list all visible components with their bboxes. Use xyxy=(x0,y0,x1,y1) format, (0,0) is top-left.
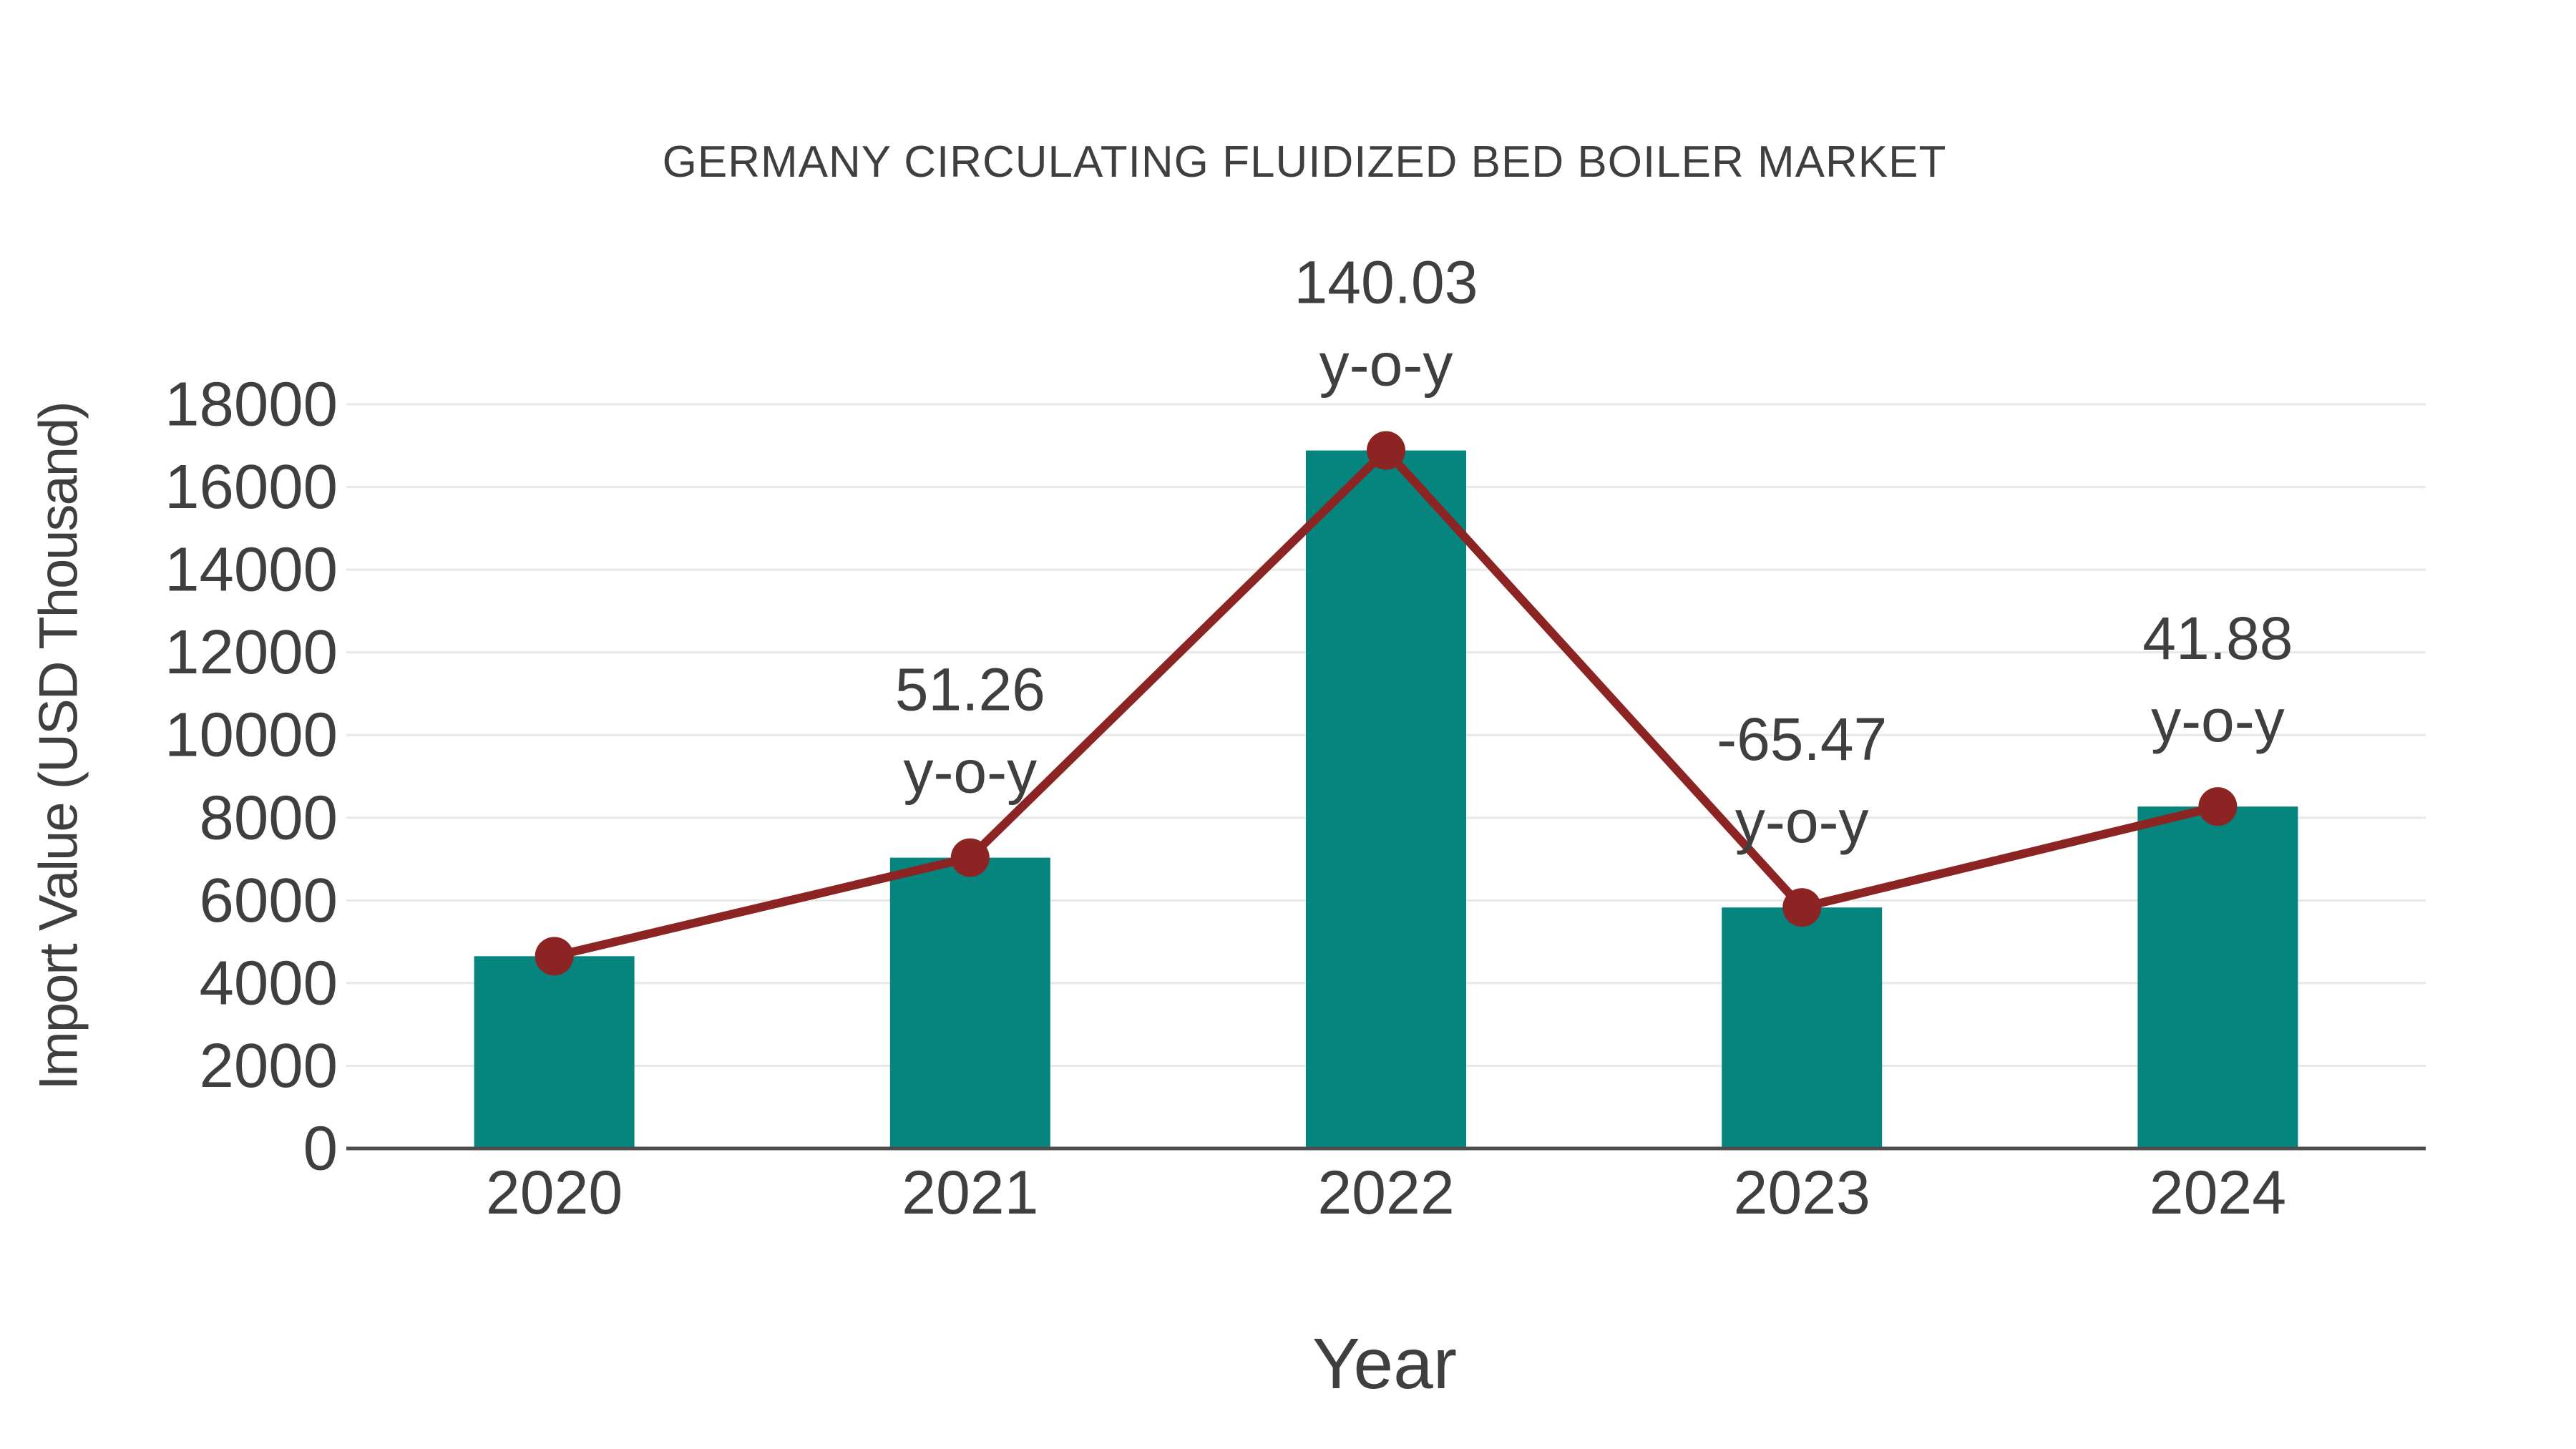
annotation-suffix-2023: y-o-y xyxy=(1735,788,1869,855)
y-tick-label-8000: 8000 xyxy=(199,783,338,852)
x-axis-title: Year xyxy=(1312,1324,1457,1404)
marker-2024 xyxy=(2198,787,2238,826)
annotation-suffix-2022: y-o-y xyxy=(1319,331,1453,399)
x-tick-label-2022: 2022 xyxy=(1317,1158,1454,1227)
bar-2022 xyxy=(1306,450,1466,1148)
marker-2023 xyxy=(1782,888,1822,927)
bar-2024 xyxy=(2137,806,2298,1148)
marker-2022 xyxy=(1367,431,1405,470)
y-tick-label-2000: 2000 xyxy=(199,1031,338,1101)
marker-2020 xyxy=(535,937,574,976)
x-tick-label-2023: 2023 xyxy=(1734,1158,1870,1227)
annotation-value-2022: 140.03 xyxy=(1294,249,1478,316)
y-tick-label-0: 0 xyxy=(303,1114,338,1184)
annotation-layer: 51.26 y-o-y 140.03 y-o-y -65.47 y-o-y 41.88 y-o… xyxy=(895,249,2293,856)
y-tick-label-12000: 12000 xyxy=(165,618,338,687)
annotation-suffix-2024: y-o-y xyxy=(2151,687,2285,754)
bar-2023 xyxy=(1722,907,1883,1148)
marker-2021 xyxy=(950,838,990,877)
tick-layer: 0 2000 4000 6000 8000 10000 12000 14000 16000 180… xyxy=(165,370,2286,1228)
y-tick-label-16000: 16000 xyxy=(165,452,338,522)
y-tick-label-14000: 14000 xyxy=(165,535,338,605)
y-tick-label-18000: 18000 xyxy=(165,370,338,439)
x-tick-label-2024: 2024 xyxy=(2150,1158,2286,1227)
y-tick-label-6000: 6000 xyxy=(199,866,338,935)
annotation-suffix-2021: y-o-y xyxy=(903,738,1037,806)
y-tick-label-4000: 4000 xyxy=(199,948,338,1018)
y-tick-label-10000: 10000 xyxy=(165,701,338,770)
chart-title: GERMANY CIRCULATING FLUIDIZED BED BOILER… xyxy=(663,137,1947,187)
x-tick-label-2021: 2021 xyxy=(902,1158,1038,1227)
x-tick-label-2020: 2020 xyxy=(486,1158,623,1227)
bar-2021 xyxy=(889,857,1050,1148)
annotation-value-2021: 51.26 xyxy=(895,656,1045,723)
line-layer xyxy=(535,431,2238,976)
y-axis-title: Import Value (USD Thousand) xyxy=(29,402,89,1090)
bar-layer xyxy=(474,450,2298,1148)
bar-2020 xyxy=(474,956,635,1148)
annotation-value-2023: -65.47 xyxy=(1717,706,1887,773)
annotation-value-2024: 41.88 xyxy=(2142,605,2293,672)
